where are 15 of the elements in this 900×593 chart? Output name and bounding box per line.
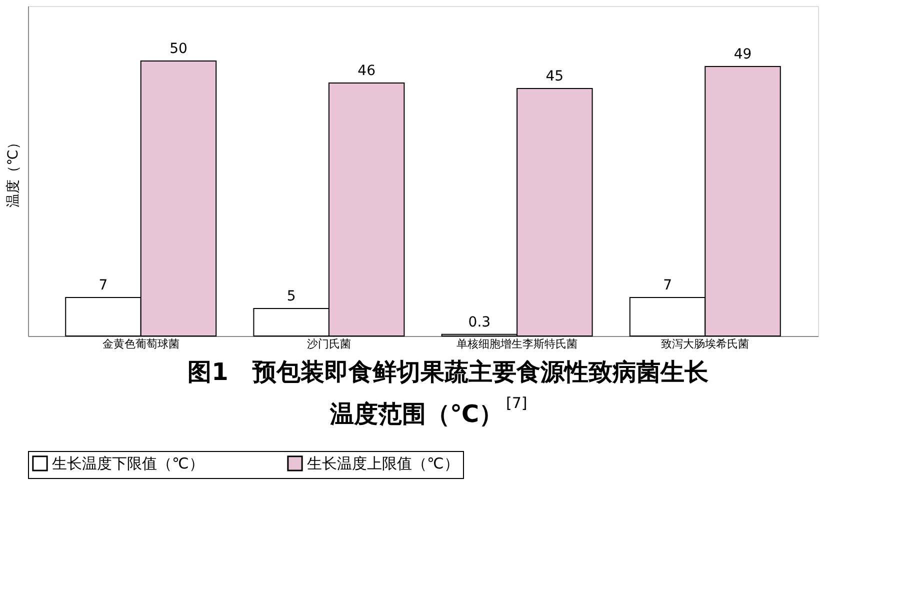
x-tick-label: 金黄色葡萄球菌 [102,338,180,350]
data-label: 49 [734,46,752,62]
data-label: 45 [546,68,564,84]
data-label: 0.3 [468,314,491,330]
legend-label: 生长温度下限值（℃） [52,454,204,472]
x-tick-label: 单核细胞增生李斯特氏菌 [456,338,578,350]
data-label: 7 [98,278,108,294]
data-label: 5 [286,288,296,304]
y-axis-title: 温度（℃） [6,136,22,208]
data-label: 50 [170,41,188,57]
x-tick-label: 沙门氏菌 [306,338,351,350]
legend-label: 生长温度上限值（℃） [307,454,459,472]
data-label: 46 [358,63,376,79]
data-label: 7 [663,278,672,294]
x-tick-label: 致泻大肠埃希氏菌 [661,338,750,350]
